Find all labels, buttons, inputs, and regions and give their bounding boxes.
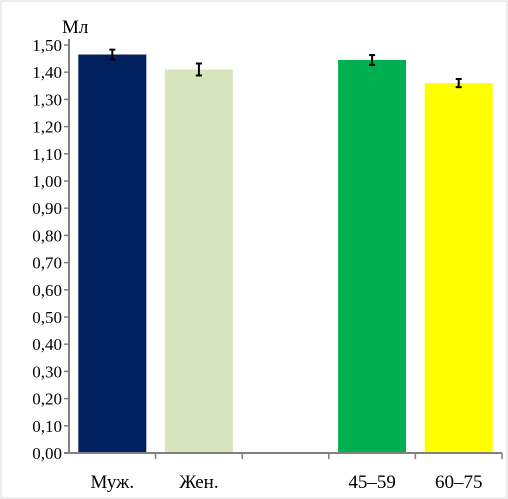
y-tick-label: 0,60 (32, 281, 62, 300)
y-tick-label: 1,10 (32, 145, 62, 164)
error-bar (195, 62, 202, 77)
y-tick-label: 0,70 (32, 254, 62, 273)
error-bars (109, 48, 462, 89)
y-tick-label: 0,40 (32, 335, 62, 354)
y-tick-label: 0,00 (32, 444, 62, 463)
error-bar (369, 54, 376, 66)
y-tick-label: 1,50 (32, 36, 62, 55)
category-label: Жен. (179, 472, 218, 493)
y-tick-label: 1,40 (32, 63, 62, 82)
bar (164, 69, 233, 453)
axes (64, 39, 503, 459)
error-bar (109, 48, 116, 61)
y-tick-label: 0,20 (32, 390, 62, 409)
category-label: 60–75 (435, 472, 483, 493)
bars (78, 54, 493, 454)
error-bar (455, 78, 462, 89)
bar (424, 83, 493, 453)
category-label: Муж. (91, 472, 135, 493)
y-tick-label: 0,30 (32, 362, 62, 381)
bar (78, 54, 147, 454)
bar (338, 59, 407, 454)
y-tick-label: 1,00 (32, 172, 62, 191)
category-labels: Муж. Жен. 45–59 60–75 (91, 472, 483, 493)
y-tick-label: 1,20 (32, 118, 62, 137)
y-tick-label: 0,50 (32, 308, 62, 327)
y-axis-unit-label: Мл (62, 17, 89, 38)
y-tick-label: 0,80 (32, 226, 62, 245)
category-label: 45–59 (348, 472, 396, 493)
y-axis-ticks: 0,00 0,10 0,20 0,30 0,40 0,50 0,60 0,70 0,80 0,90… (32, 36, 69, 463)
y-tick-label: 0,90 (32, 199, 62, 218)
y-tick-label: 0,10 (32, 417, 62, 436)
y-tick-label: 1,30 (32, 90, 62, 109)
